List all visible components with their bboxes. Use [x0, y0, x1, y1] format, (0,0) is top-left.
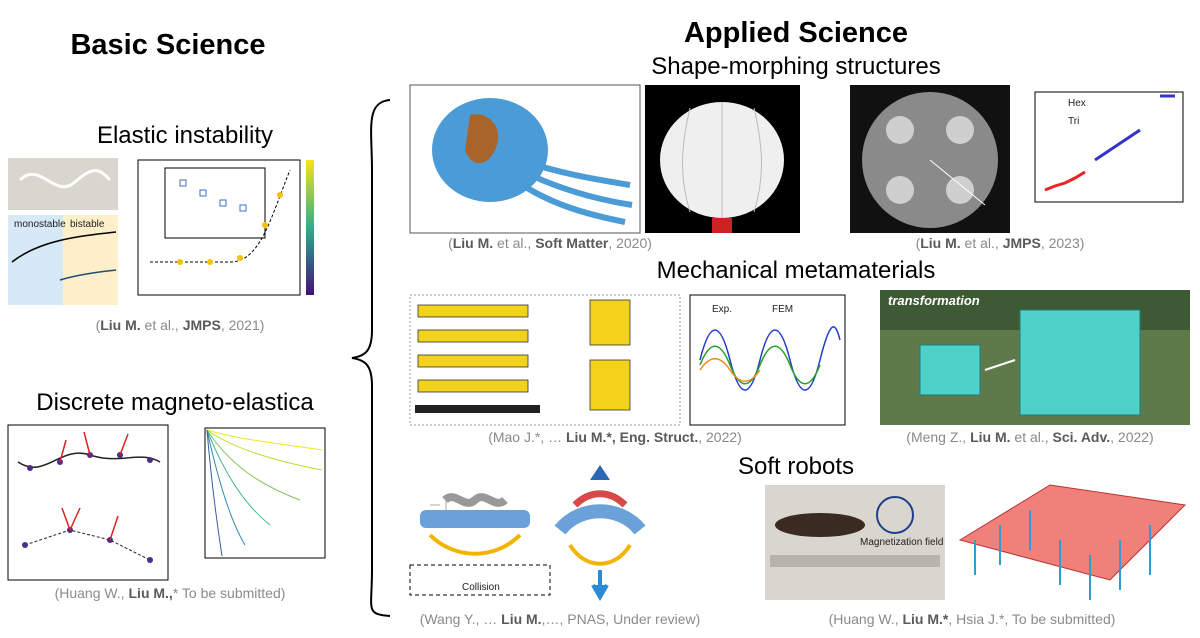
citation-part: Liu M., — [129, 585, 173, 601]
citation-part: , Hsia J.*, To be submitted) — [948, 611, 1115, 627]
figure-magneto-elastica — [7, 424, 326, 581]
citation-part: , 2022) — [698, 429, 742, 445]
citation: (Liu M. et al., JMPS, 2021) — [96, 317, 265, 333]
citation-part: et al., — [493, 235, 535, 251]
citation-part: , 2023) — [1041, 235, 1085, 251]
citation: (Wang Y., … Liu M.,…, PNAS, Under review… — [420, 611, 701, 627]
figure-metamaterials: Exp. FEM transformation — [409, 290, 1190, 426]
applied-title: Applied Science — [684, 17, 908, 49]
citation-part: (Huang W., — [55, 585, 129, 601]
figure-text: monostable — [14, 219, 66, 230]
citation-part: Liu M. — [100, 317, 140, 333]
citation-part: , 2022) — [1110, 429, 1154, 445]
citation-part: (Meng Z., — [906, 429, 970, 445]
citation-part: * To be submitted) — [173, 585, 286, 601]
citation-part: ,…, PNAS, Under review) — [542, 611, 701, 627]
citation-part: et al., — [1011, 429, 1053, 445]
citation-part: Liu M. — [501, 611, 541, 627]
citation-part: JMPS — [183, 317, 221, 333]
citation-part: ( — [916, 235, 921, 251]
citation: (Huang W., Liu M.,* To be submitted) — [55, 585, 286, 601]
figure-text: Magnetization field — [860, 537, 943, 548]
citation-part: Liu M. — [970, 429, 1010, 445]
section-title: Soft robots — [738, 453, 854, 480]
figure-shape-morphing: Hex Tri — [409, 84, 1184, 234]
citation-part: JMPS — [1003, 235, 1041, 251]
figure-text: Hex — [1068, 98, 1086, 109]
citation: (Huang W., Liu M.*, Hsia J.*, To be subm… — [829, 611, 1116, 627]
figure-text: FEM — [772, 304, 793, 315]
citation-part: , 2020) — [608, 235, 652, 251]
citation-part: et al., — [961, 235, 1003, 251]
citation-part: ( — [448, 235, 453, 251]
citation-part: et al., — [141, 317, 183, 333]
citation-part: (Mao J.*, … — [488, 429, 566, 445]
figure-text: Exp. — [712, 304, 732, 315]
citation-part: Liu M. — [920, 235, 960, 251]
section-title: Mechanical metamaterials — [657, 257, 936, 284]
figure-soft-robots: Collision Magnetization field — [409, 465, 1187, 601]
citation-part: Soft Matter — [535, 235, 609, 251]
citation-part: (Huang W., — [829, 611, 903, 627]
figure-text: transformation — [888, 293, 980, 308]
citation: (Liu M. et al., Soft Matter, 2020) — [448, 235, 652, 251]
section-title: Shape-morphing structures — [651, 53, 940, 80]
citation-part: Liu M.* — [902, 611, 948, 627]
figure-elastic-instability: monostable bistable — [8, 158, 314, 305]
figure-text: Collision — [462, 582, 500, 593]
brace — [351, 99, 391, 617]
figure-text: bistable — [70, 219, 105, 230]
citation-part: , 2021) — [221, 317, 265, 333]
citation: (Liu M. et al., JMPS, 2023) — [916, 235, 1085, 251]
citation-part: Liu M. — [453, 235, 493, 251]
basic-title: Basic Science — [70, 29, 265, 61]
citation-part: ( — [96, 317, 101, 333]
citation-part: Liu M.*, Eng. Struct. — [566, 429, 698, 445]
citation-part: (Wang Y., … — [420, 611, 501, 627]
citation: (Meng Z., Liu M. et al., Sci. Adv., 2022… — [906, 429, 1153, 445]
figure-text: Tri — [1068, 116, 1079, 127]
section-title: Discrete magneto-elastica — [36, 389, 314, 416]
citation-part: Sci. Adv. — [1053, 429, 1111, 445]
section-title: Elastic instability — [97, 122, 273, 149]
citation: (Mao J.*, … Liu M.*, Eng. Struct., 2022) — [488, 429, 742, 445]
